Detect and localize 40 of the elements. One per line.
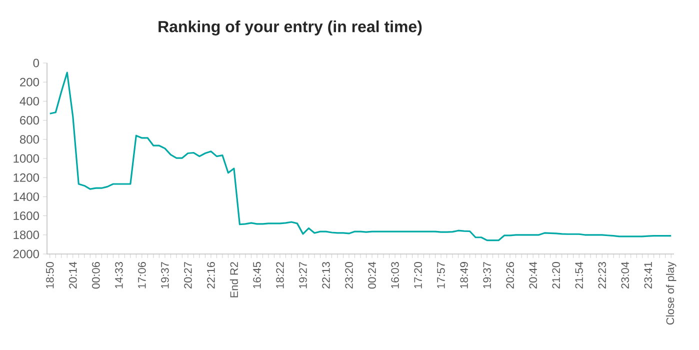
x-tick-label: 19:37 — [483, 262, 491, 288]
y-tick-label: 1600 — [14, 212, 40, 220]
x-tick-label: 16:03 — [391, 262, 399, 288]
x-tick-label: 20:14 — [69, 262, 77, 288]
y-tick-label: 600 — [20, 116, 40, 125]
x-tick-label: 17:06 — [138, 262, 146, 288]
x-tick-label: End R2 — [230, 262, 238, 298]
x-tick-label: 22:23 — [598, 262, 606, 288]
y-tick-label: 1200 — [14, 173, 40, 182]
x-tick-label: 14:33 — [115, 262, 123, 288]
x-tick-label: 18:49 — [460, 262, 468, 288]
x-tick-label: 22:16 — [207, 262, 215, 288]
x-tick-label: 17:20 — [414, 262, 422, 288]
x-tick-label: 21:54 — [575, 262, 583, 288]
y-tick-label: 0 — [33, 58, 40, 68]
chart-title: Ranking of your entry (in real time) — [158, 20, 422, 36]
y-tick-label: 2000 — [13, 250, 40, 258]
x-tick-label: 19:37 — [161, 262, 169, 288]
y-tick-label: 800 — [20, 135, 40, 144]
x-tick-label: Close of play — [666, 262, 676, 325]
y-tick-label: 1800 — [14, 230, 40, 240]
y-tick-label: 200 — [20, 78, 40, 86]
y-tick-label: 1000 — [14, 154, 40, 163]
x-tick-label: 19:27 — [299, 262, 307, 288]
x-tick-label: 23:20 — [345, 262, 353, 288]
y-tick-label: 400 — [20, 96, 40, 106]
y-tick-label: 1400 — [14, 192, 40, 201]
x-tick-label: 21:20 — [552, 262, 560, 288]
x-tick-label: 18:22 — [276, 262, 284, 288]
x-tick-label: 00:24 — [368, 262, 376, 289]
x-tick-label: 16:45 — [253, 262, 261, 288]
x-tick-label: 23:04 — [621, 262, 629, 288]
x-tick-label: 20:27 — [184, 262, 192, 288]
x-tick-label: 23:41 — [644, 262, 652, 288]
x-tick-label: 18:50 — [46, 262, 54, 288]
x-tick-label: 20:26 — [506, 262, 514, 288]
x-tick-label: 17:57 — [437, 262, 445, 288]
x-tick-label: 22:13 — [322, 262, 330, 288]
x-tick-label: 20:44 — [529, 262, 537, 288]
x-tick-label: 00:06 — [92, 262, 100, 289]
